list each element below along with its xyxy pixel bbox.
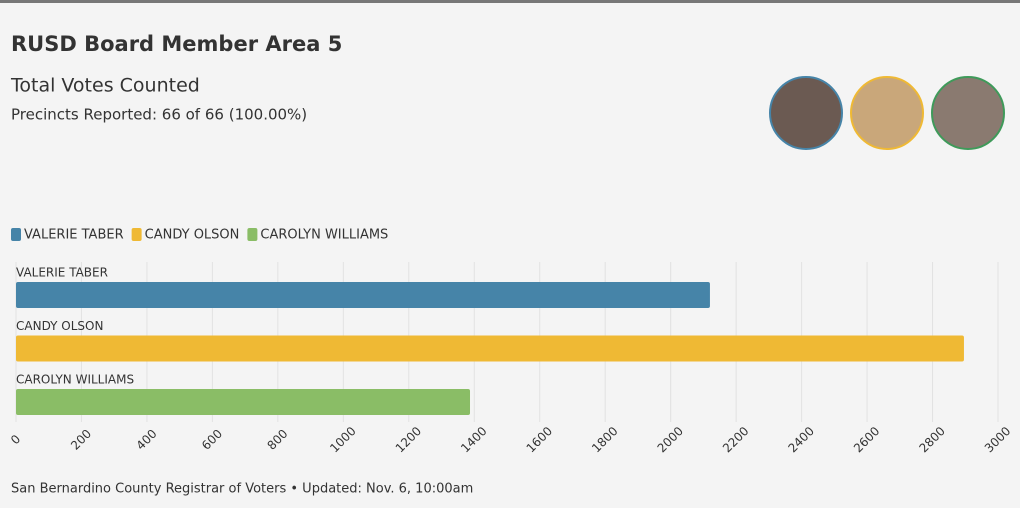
- precincts: Precincts Reported: 66 of 66 (100.00%): [11, 106, 307, 124]
- x-tick-label: 0: [8, 432, 23, 447]
- bar: [16, 389, 471, 415]
- bar: [16, 282, 710, 308]
- chart-title: RUSD Board Member Area 5: [11, 32, 342, 56]
- x-tick-label: 400: [134, 427, 160, 453]
- x-tick-label: 2800: [916, 424, 947, 455]
- bar-label: CAROLYN WILLIAMS: [16, 373, 134, 387]
- avatar: [850, 76, 924, 150]
- x-tick-label: 1200: [393, 424, 424, 455]
- x-tick-label: 2000: [655, 424, 686, 455]
- x-tick-label: 3000: [982, 424, 1013, 455]
- x-tick-label: 1800: [589, 424, 620, 455]
- avatar: [931, 76, 1005, 150]
- chart-subtitle: Total Votes Counted: [10, 75, 200, 97]
- x-tick-label: 200: [68, 427, 94, 453]
- legend-label: CANDY OLSON: [145, 228, 240, 243]
- avatar: [769, 76, 843, 150]
- legend-label: CAROLYN WILLIAMS: [260, 228, 388, 243]
- avatars: [769, 76, 1005, 150]
- x-tick-label: 2400: [785, 424, 816, 455]
- x-tick-label: 600: [199, 427, 225, 453]
- bar-label: CANDY OLSON: [16, 319, 103, 333]
- bar: [16, 335, 964, 362]
- x-tick-label: 1600: [524, 424, 555, 455]
- legend-swatch: [131, 228, 142, 241]
- top-border: [0, 0, 1020, 3]
- source: San Bernardino County Registrar of Voter…: [11, 482, 473, 497]
- x-tick-label: 1400: [458, 424, 489, 455]
- x-tick-label: 2200: [720, 424, 751, 455]
- legend-swatch: [247, 228, 258, 241]
- x-tick-label: 800: [264, 427, 290, 453]
- bar-label: VALERIE TABER: [16, 266, 108, 280]
- x-tick-label: 1000: [327, 424, 358, 455]
- x-tick-label: 2600: [851, 424, 882, 455]
- legend-label: VALERIE TABER: [24, 228, 124, 243]
- legend-swatch: [11, 228, 21, 241]
- legend: VALERIE TABER CANDY OLSON CAROLYN WILLIAMS: [11, 228, 388, 243]
